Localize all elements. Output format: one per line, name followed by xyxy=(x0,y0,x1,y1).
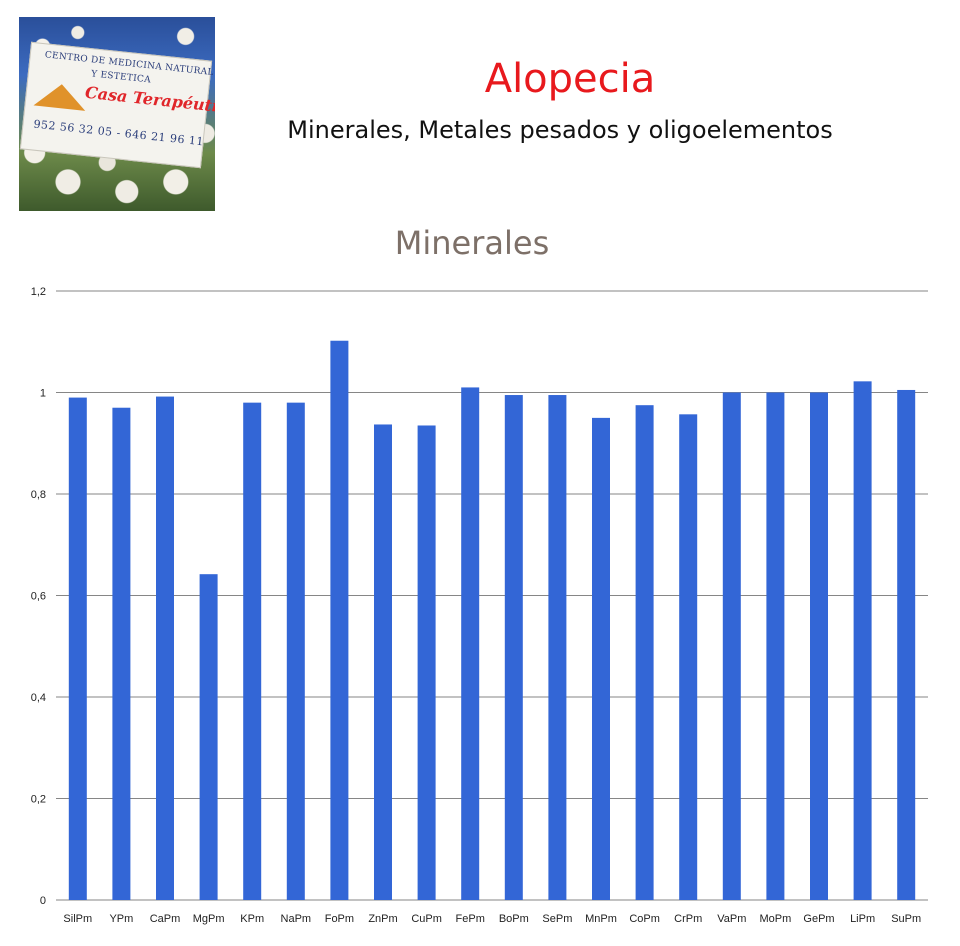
y-tick-label: 0,2 xyxy=(31,794,46,806)
x-tick-label-sepm: SePm xyxy=(542,913,572,925)
bar-znpm xyxy=(374,424,392,900)
y-tick-label: 0,6 xyxy=(31,591,46,603)
bar-vapm xyxy=(722,392,741,900)
y-tick-label: 0,8 xyxy=(31,489,46,501)
y-tick-label: 1 xyxy=(40,388,46,400)
x-tick-label-cupm: CuPm xyxy=(411,913,442,925)
page-title: Alopecia xyxy=(484,56,656,102)
x-tick-label-ypm: YPm xyxy=(109,913,133,925)
chart-title: Minerales xyxy=(394,224,550,262)
x-tick-label-znpm: ZnPm xyxy=(368,913,397,925)
bar-capm xyxy=(156,396,174,900)
x-tick-label-napm: NaPm xyxy=(281,913,312,925)
bar-crpm xyxy=(679,414,698,900)
bar-mopm xyxy=(766,392,785,900)
x-tick-label-gepm: GePm xyxy=(803,913,834,925)
bar-supm xyxy=(897,389,916,900)
x-tick-label-crpm: CrPm xyxy=(674,913,702,925)
x-tick-label-vapm: VaPm xyxy=(717,913,746,925)
bar-napm xyxy=(286,402,305,900)
x-tick-label-capm: CaPm xyxy=(150,913,181,925)
bars xyxy=(68,340,916,901)
bar-ypm xyxy=(112,407,131,900)
bar-fopm xyxy=(330,340,349,900)
x-tick-label-kpm: KPm xyxy=(240,913,264,925)
clinic-logo-photo: CENTRO DE MEDICINA NATURAL Y ESTETICA Ca… xyxy=(19,17,215,211)
x-tick-label-copm: CoPm xyxy=(629,913,660,925)
bar-copm xyxy=(635,405,654,900)
bar-gepm xyxy=(810,392,828,900)
bar-fepm xyxy=(461,387,480,900)
y-tick-label: 1,2 xyxy=(31,286,46,298)
x-tick-label-mnpm: MnPm xyxy=(585,913,617,925)
bar-silpm xyxy=(68,397,87,900)
x-tick-label-mgpm: MgPm xyxy=(193,913,225,925)
gridlines xyxy=(56,290,928,901)
bar-bopm xyxy=(504,395,523,900)
x-tick-label-fepm: FePm xyxy=(456,913,485,925)
bar-mnpm xyxy=(592,417,610,900)
y-axis-tick-labels: 0 0,2 0,4 0,6 0,8 1 1,2 xyxy=(31,286,46,907)
bar-sepm xyxy=(548,395,567,900)
bar-cupm xyxy=(417,425,436,900)
bar-mgpm xyxy=(199,574,218,900)
bar-lipm xyxy=(853,381,872,901)
x-tick-label-mopm: MoPm xyxy=(760,913,792,925)
x-tick-label-silpm: SilPm xyxy=(63,913,92,925)
y-tick-label: 0,4 xyxy=(31,692,46,704)
x-tick-label-bopm: BoPm xyxy=(499,913,529,925)
x-axis-tick-labels: SilPm YPm CaPm MgPm KPm NaPm FoPm ZnPm CuPm FePm B… xyxy=(63,913,921,925)
x-tick-label-fopm: FoPm xyxy=(325,913,354,925)
page-subtitle: Minerales, Metales pesados y oligoelemen… xyxy=(287,116,833,144)
x-tick-label-supm: SuPm xyxy=(891,913,921,925)
y-tick-label: 0 xyxy=(40,895,46,907)
x-tick-label-lipm: LiPm xyxy=(850,913,875,925)
bar-kpm xyxy=(243,402,262,900)
